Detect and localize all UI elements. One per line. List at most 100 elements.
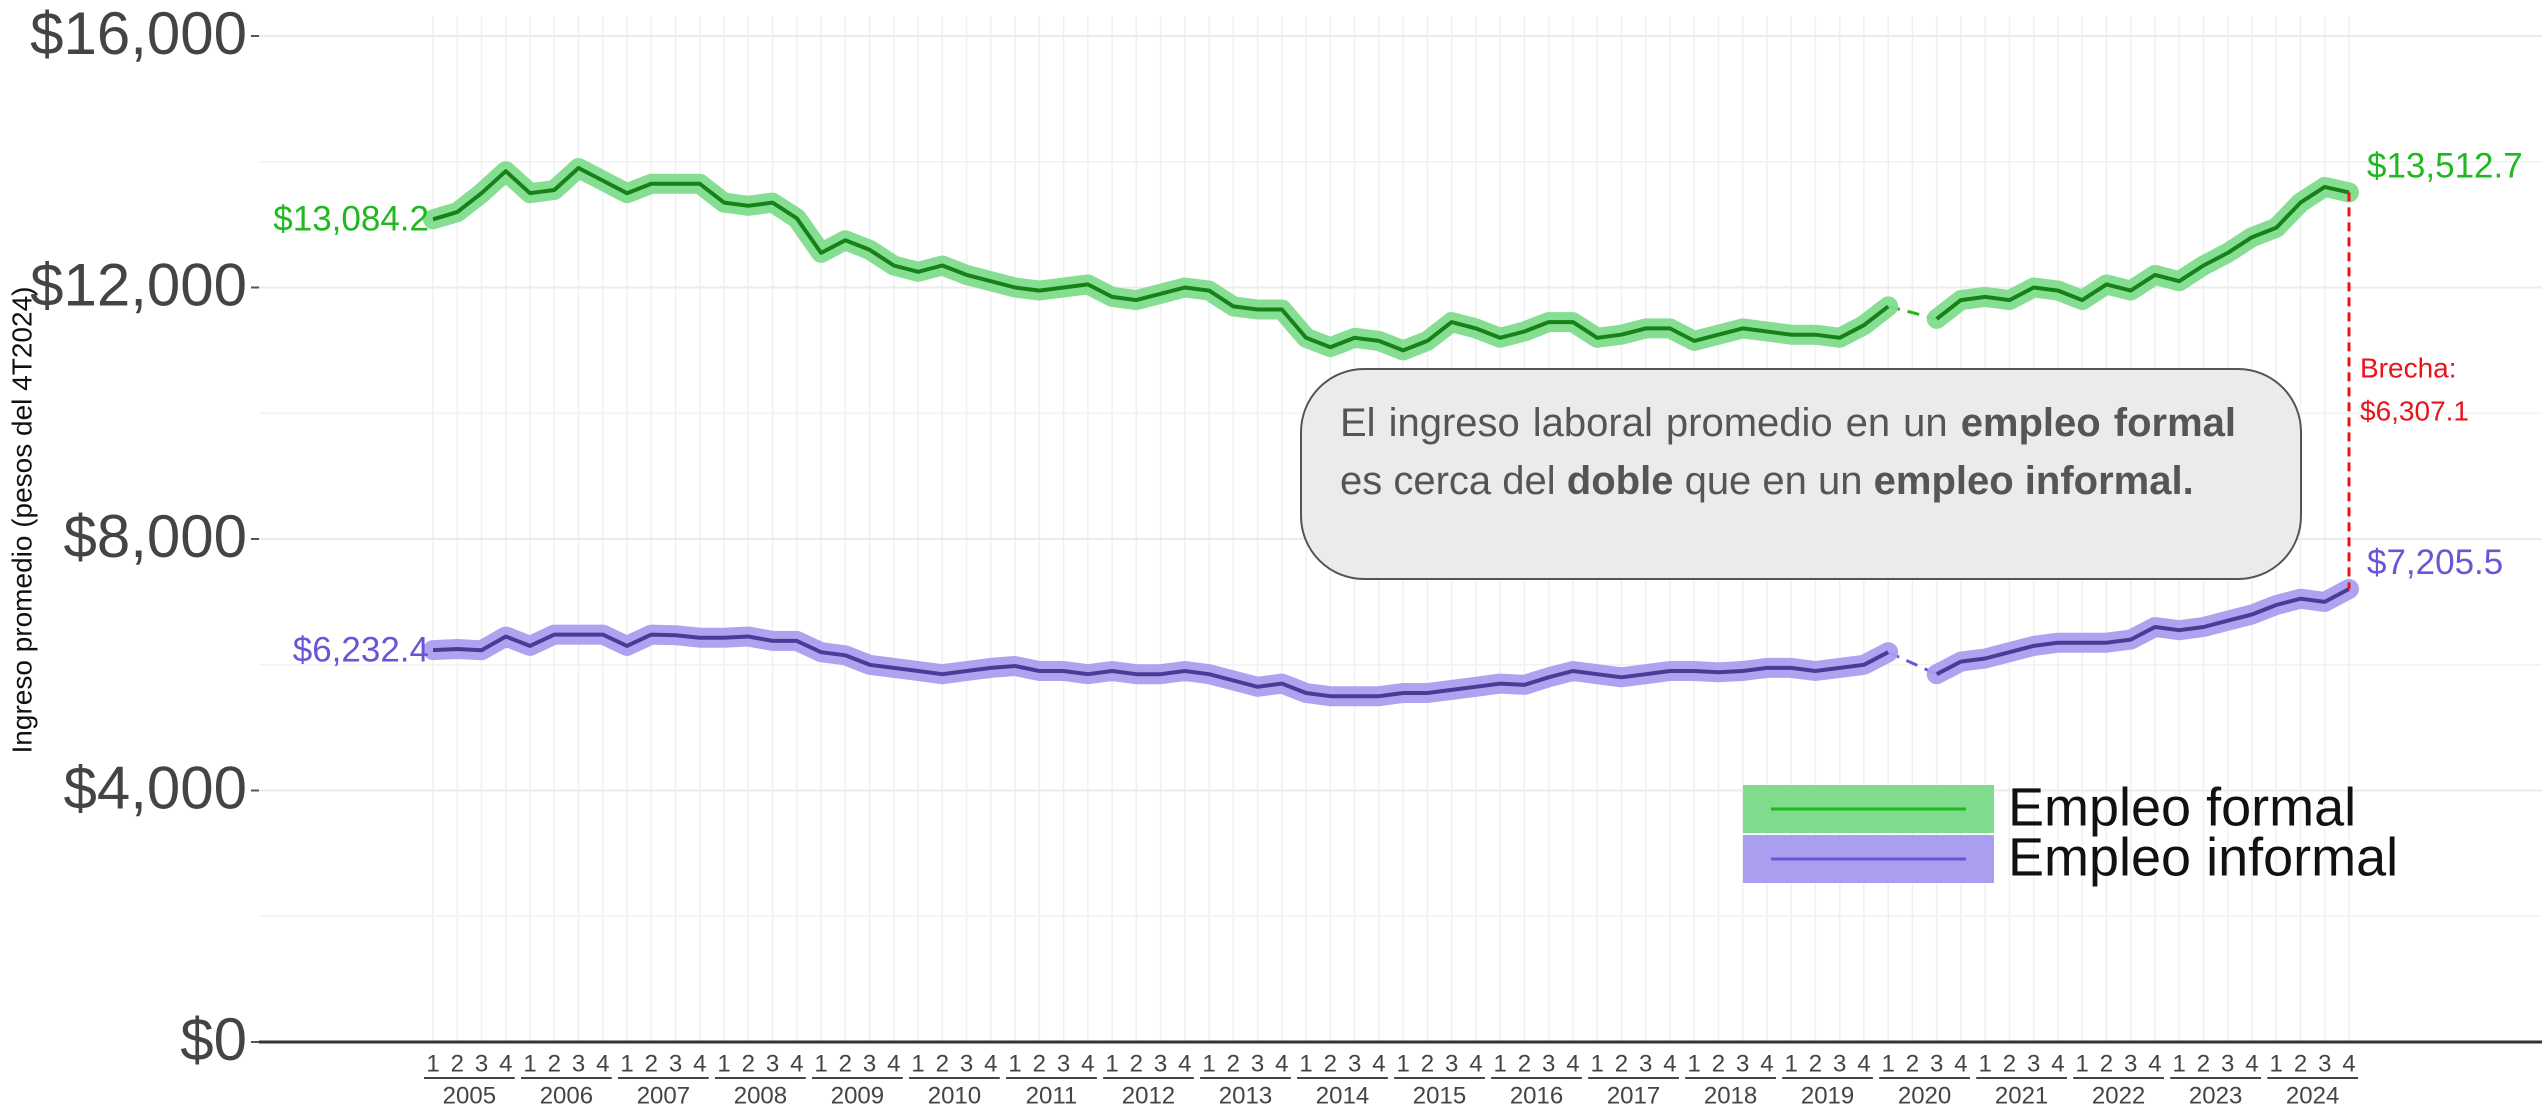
callout-text: que en un xyxy=(1673,459,1874,503)
x-tick-label: 1 xyxy=(1590,1050,1603,1077)
x-tick-label: 4 xyxy=(2342,1050,2355,1077)
x-tick-label: 3 xyxy=(1057,1050,1070,1077)
y-axis-label: Ingreso promedio (pesos del 4T2024) xyxy=(6,287,37,754)
y-tick-label: $0 xyxy=(180,1006,247,1073)
x-tick-label: 4 xyxy=(887,1050,900,1077)
x-tick-label: 2 xyxy=(2003,1050,2016,1077)
x-tick-label: 3 xyxy=(863,1050,876,1077)
x-tick-label: 2 xyxy=(2197,1050,2210,1077)
x-tick-label: 1 xyxy=(1008,1050,1021,1077)
year-label: 2005 xyxy=(443,1082,496,1109)
year-label: 2020 xyxy=(1898,1082,1951,1109)
x-tick-label: 3 xyxy=(2027,1050,2040,1077)
year-label: 2011 xyxy=(1026,1082,1078,1109)
x-tick-label: 3 xyxy=(766,1050,779,1077)
y-tick-label: $16,000 xyxy=(30,0,247,67)
callout: El ingreso laboral promedio en un empleo… xyxy=(1300,368,2302,580)
x-tick-label: 3 xyxy=(1251,1050,1264,1077)
x-tick-label: 2 xyxy=(1518,1050,1531,1077)
x-tick-label: 4 xyxy=(1954,1050,1967,1077)
series-line xyxy=(432,632,1890,699)
x-tick-label: 1 xyxy=(2173,1050,2186,1077)
x-tick-label: 3 xyxy=(1930,1050,1943,1077)
year-label: 2008 xyxy=(734,1082,787,1109)
x-tick-label: 3 xyxy=(2318,1050,2331,1077)
x-tick-label: 2 xyxy=(645,1050,658,1077)
year-label: 2018 xyxy=(1704,1082,1757,1109)
x-tick-label: 2 xyxy=(1033,1050,1046,1077)
x-tick-label: 4 xyxy=(1081,1050,1094,1077)
callout-text: empleo formal xyxy=(1960,401,2236,445)
x-tick-label: 3 xyxy=(1542,1050,1555,1077)
x-tick-label: 4 xyxy=(1857,1050,1870,1077)
year-label: 2022 xyxy=(2092,1082,2145,1109)
x-tick-label: 4 xyxy=(693,1050,706,1077)
y-tick-label: $12,000 xyxy=(30,251,247,318)
x-tick-label: 3 xyxy=(2221,1050,2234,1077)
x-tick-label: 3 xyxy=(1445,1050,1458,1077)
x-tick-label: 3 xyxy=(1154,1050,1167,1077)
x-tick-label: 4 xyxy=(2245,1050,2258,1077)
x-tick-label: 2 xyxy=(1712,1050,1725,1077)
x-tick-label: 1 xyxy=(717,1050,730,1077)
year-label: 2021 xyxy=(1995,1082,2048,1109)
x-tick-label: 1 xyxy=(1493,1050,1506,1077)
x-tick-label: 2 xyxy=(1421,1050,1434,1077)
year-label: 2024 xyxy=(2286,1082,2339,1109)
x-tick-label: 1 xyxy=(1105,1050,1118,1077)
year-label: 2010 xyxy=(928,1082,981,1109)
y-tick-label: $8,000 xyxy=(63,503,247,570)
x-tick-label: 3 xyxy=(475,1050,488,1077)
x-tick-label: 2 xyxy=(451,1050,464,1077)
x-tick-label: 1 xyxy=(2076,1050,2089,1077)
x-tick-label: 2 xyxy=(1324,1050,1337,1077)
callout-text: doble xyxy=(1566,459,1674,503)
value-label: $13,084.2 xyxy=(273,200,429,239)
x-tick-label: 4 xyxy=(1275,1050,1288,1077)
year-label: 2009 xyxy=(831,1082,884,1109)
year-label: 2006 xyxy=(540,1082,593,1109)
year-label: 2013 xyxy=(1219,1082,1272,1109)
x-tick-label: 2 xyxy=(742,1050,755,1077)
year-label: 2019 xyxy=(1801,1082,1854,1109)
x-tick-label: 2 xyxy=(1809,1050,1822,1077)
x-tick-label: 4 xyxy=(1178,1050,1191,1077)
callout-text: empleo informal. xyxy=(1873,459,2194,503)
y-tick-label: $4,000 xyxy=(63,754,247,821)
year-label: 2012 xyxy=(1122,1082,1175,1109)
x-tick-label: 1 xyxy=(911,1050,924,1077)
x-tick-label: 2 xyxy=(1615,1050,1628,1077)
year-label: 2016 xyxy=(1510,1082,1563,1109)
year-label: 2023 xyxy=(2189,1082,2242,1109)
callout-text: El ingreso laboral promedio en un xyxy=(1340,401,1961,445)
x-tick-label: 3 xyxy=(1833,1050,1846,1077)
x-tick-label: 4 xyxy=(984,1050,997,1077)
year-label: 2014 xyxy=(1316,1082,1369,1109)
x-tick-label: 3 xyxy=(1639,1050,1652,1077)
x-tick-label: 2 xyxy=(839,1050,852,1077)
value-label: $13,512.7 xyxy=(2367,147,2523,186)
x-tick-label: 3 xyxy=(1348,1050,1361,1077)
x-tick-label: 1 xyxy=(1396,1050,1409,1077)
gap-value: $6,307.1 xyxy=(2360,395,2469,426)
x-tick-label: 4 xyxy=(1469,1050,1482,1077)
x-tick-label: 2 xyxy=(1906,1050,1919,1077)
x-tick-label: 2 xyxy=(1130,1050,1143,1077)
x-tick-label: 2 xyxy=(2294,1050,2307,1077)
x-tick-label: 4 xyxy=(1760,1050,1773,1077)
legend-label: Empleo informal xyxy=(2008,827,2398,887)
x-tick-label: 1 xyxy=(620,1050,633,1077)
year-label: 2007 xyxy=(637,1082,690,1109)
x-tick-label: 1 xyxy=(1687,1050,1700,1077)
series-line xyxy=(432,166,1890,353)
x-tick-label: 1 xyxy=(523,1050,536,1077)
x-tick-label: 4 xyxy=(2148,1050,2161,1077)
value-label: $6,232.4 xyxy=(293,630,429,669)
x-tick-label: 4 xyxy=(1663,1050,1676,1077)
gap-label: Brecha: xyxy=(2360,352,2457,383)
x-tick-label: 2 xyxy=(548,1050,561,1077)
x-tick-label: 4 xyxy=(596,1050,609,1077)
x-tick-label: 1 xyxy=(426,1050,439,1077)
x-tick-label: 4 xyxy=(1372,1050,1385,1077)
x-tick-label: 3 xyxy=(669,1050,682,1077)
